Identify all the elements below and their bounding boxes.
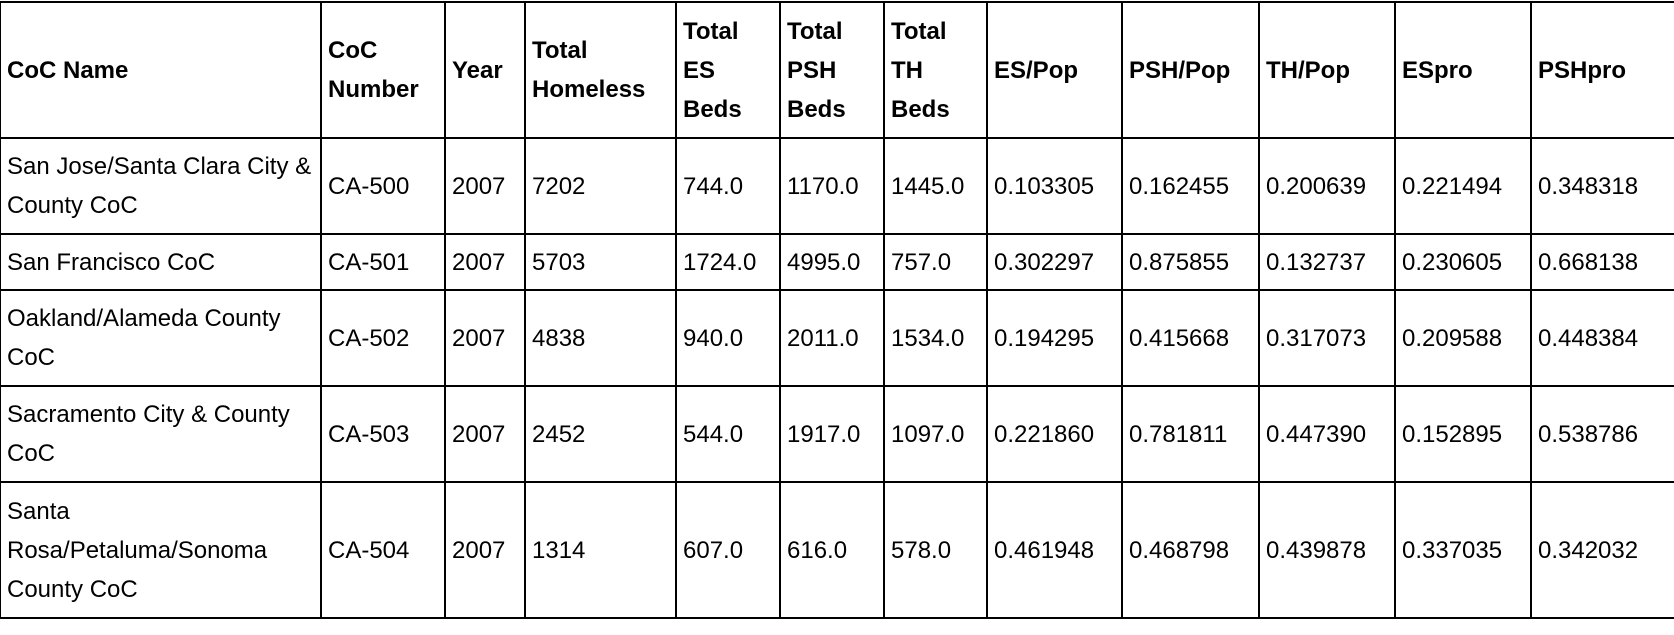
- cell-th-pop: 0.132737: [1258, 233, 1396, 291]
- cell-espro: 0.209588: [1394, 289, 1532, 387]
- cell-total-homeless: 4838: [524, 289, 677, 387]
- cell-th-pop: 0.439878: [1258, 481, 1396, 619]
- cell-total-th-beds: 1534.0: [883, 289, 988, 387]
- cell-es-pop: 0.302297: [986, 233, 1123, 291]
- cell-espro: 0.152895: [1394, 385, 1532, 483]
- header-row: CoC Name CoC Number Year Total Homeless …: [0, 1, 1674, 139]
- cell-espro: 0.337035: [1394, 481, 1532, 619]
- cell-year: 2007: [444, 481, 526, 619]
- cell-coc-name: Oakland/Alameda County CoC: [0, 289, 322, 387]
- cell-psh-pop: 0.468798: [1121, 481, 1260, 619]
- cell-pshpro: 0.348318: [1530, 137, 1674, 235]
- cell-total-psh-beds: 616.0: [779, 481, 885, 619]
- cell-pshpro: 0.342032: [1530, 481, 1674, 619]
- cell-total-th-beds: 757.0: [883, 233, 988, 291]
- cell-espro: 0.221494: [1394, 137, 1532, 235]
- cell-total-es-beds: 544.0: [675, 385, 781, 483]
- cell-th-pop: 0.317073: [1258, 289, 1396, 387]
- col-header-coc-number: CoC Number: [320, 1, 446, 139]
- cell-total-es-beds: 744.0: [675, 137, 781, 235]
- cell-total-psh-beds: 2011.0: [779, 289, 885, 387]
- cell-coc-name: Santa Rosa/Petaluma/Sonoma County CoC: [0, 481, 322, 619]
- cell-total-th-beds: 1097.0: [883, 385, 988, 483]
- cell-coc-number: CA-502: [320, 289, 446, 387]
- cell-es-pop: 0.221860: [986, 385, 1123, 483]
- col-header-year: Year: [444, 1, 526, 139]
- col-header-total-th-beds: Total TH Beds: [883, 1, 988, 139]
- cell-pshpro: 0.538786: [1530, 385, 1674, 483]
- cell-year: 2007: [444, 233, 526, 291]
- cell-coc-number: CA-500: [320, 137, 446, 235]
- cell-coc-number: CA-504: [320, 481, 446, 619]
- cell-coc-number: CA-501: [320, 233, 446, 291]
- col-header-total-es-beds: Total ES Beds: [675, 1, 781, 139]
- cell-total-psh-beds: 4995.0: [779, 233, 885, 291]
- cell-psh-pop: 0.875855: [1121, 233, 1260, 291]
- cell-total-psh-beds: 1170.0: [779, 137, 885, 235]
- col-header-es-pop: ES/Pop: [986, 1, 1123, 139]
- cell-coc-number: CA-503: [320, 385, 446, 483]
- cell-psh-pop: 0.162455: [1121, 137, 1260, 235]
- cell-pshpro: 0.668138: [1530, 233, 1674, 291]
- cell-total-es-beds: 607.0: [675, 481, 781, 619]
- col-header-th-pop: TH/Pop: [1258, 1, 1396, 139]
- cell-th-pop: 0.447390: [1258, 385, 1396, 483]
- cell-year: 2007: [444, 385, 526, 483]
- cell-th-pop: 0.200639: [1258, 137, 1396, 235]
- col-header-total-homeless: Total Homeless: [524, 1, 677, 139]
- cell-coc-name: San Jose/Santa Clara City & County CoC: [0, 137, 322, 235]
- table-row: Sacramento City & County CoC CA-503 2007…: [0, 385, 1674, 483]
- cell-year: 2007: [444, 289, 526, 387]
- cell-total-homeless: 1314: [524, 481, 677, 619]
- cell-total-homeless: 5703: [524, 233, 677, 291]
- col-header-total-psh-beds: Total PSH Beds: [779, 1, 885, 139]
- col-header-psh-pop: PSH/Pop: [1121, 1, 1260, 139]
- cell-total-es-beds: 1724.0: [675, 233, 781, 291]
- cell-psh-pop: 0.781811: [1121, 385, 1260, 483]
- cell-espro: 0.230605: [1394, 233, 1532, 291]
- col-header-coc-name: CoC Name: [0, 1, 322, 139]
- cell-es-pop: 0.461948: [986, 481, 1123, 619]
- table-row: Oakland/Alameda County CoC CA-502 2007 4…: [0, 289, 1674, 387]
- cell-year: 2007: [444, 137, 526, 235]
- table-row: Santa Rosa/Petaluma/Sonoma County CoC CA…: [0, 481, 1674, 619]
- table-row: San Jose/Santa Clara City & County CoC C…: [0, 137, 1674, 235]
- cell-total-homeless: 2452: [524, 385, 677, 483]
- cell-coc-name: Sacramento City & County CoC: [0, 385, 322, 483]
- homeless-data-table: CoC Name CoC Number Year Total Homeless …: [0, 1, 1674, 619]
- cell-total-psh-beds: 1917.0: [779, 385, 885, 483]
- cell-total-th-beds: 578.0: [883, 481, 988, 619]
- cell-psh-pop: 0.415668: [1121, 289, 1260, 387]
- cell-es-pop: 0.194295: [986, 289, 1123, 387]
- cell-coc-name: San Francisco CoC: [0, 233, 322, 291]
- col-header-espro: ESpro: [1394, 1, 1532, 139]
- cell-total-homeless: 7202: [524, 137, 677, 235]
- col-header-pshpro: PSHpro: [1530, 1, 1674, 139]
- cell-total-th-beds: 1445.0: [883, 137, 988, 235]
- table-row: San Francisco CoC CA-501 2007 5703 1724.…: [0, 233, 1674, 291]
- cell-total-es-beds: 940.0: [675, 289, 781, 387]
- cell-es-pop: 0.103305: [986, 137, 1123, 235]
- cell-pshpro: 0.448384: [1530, 289, 1674, 387]
